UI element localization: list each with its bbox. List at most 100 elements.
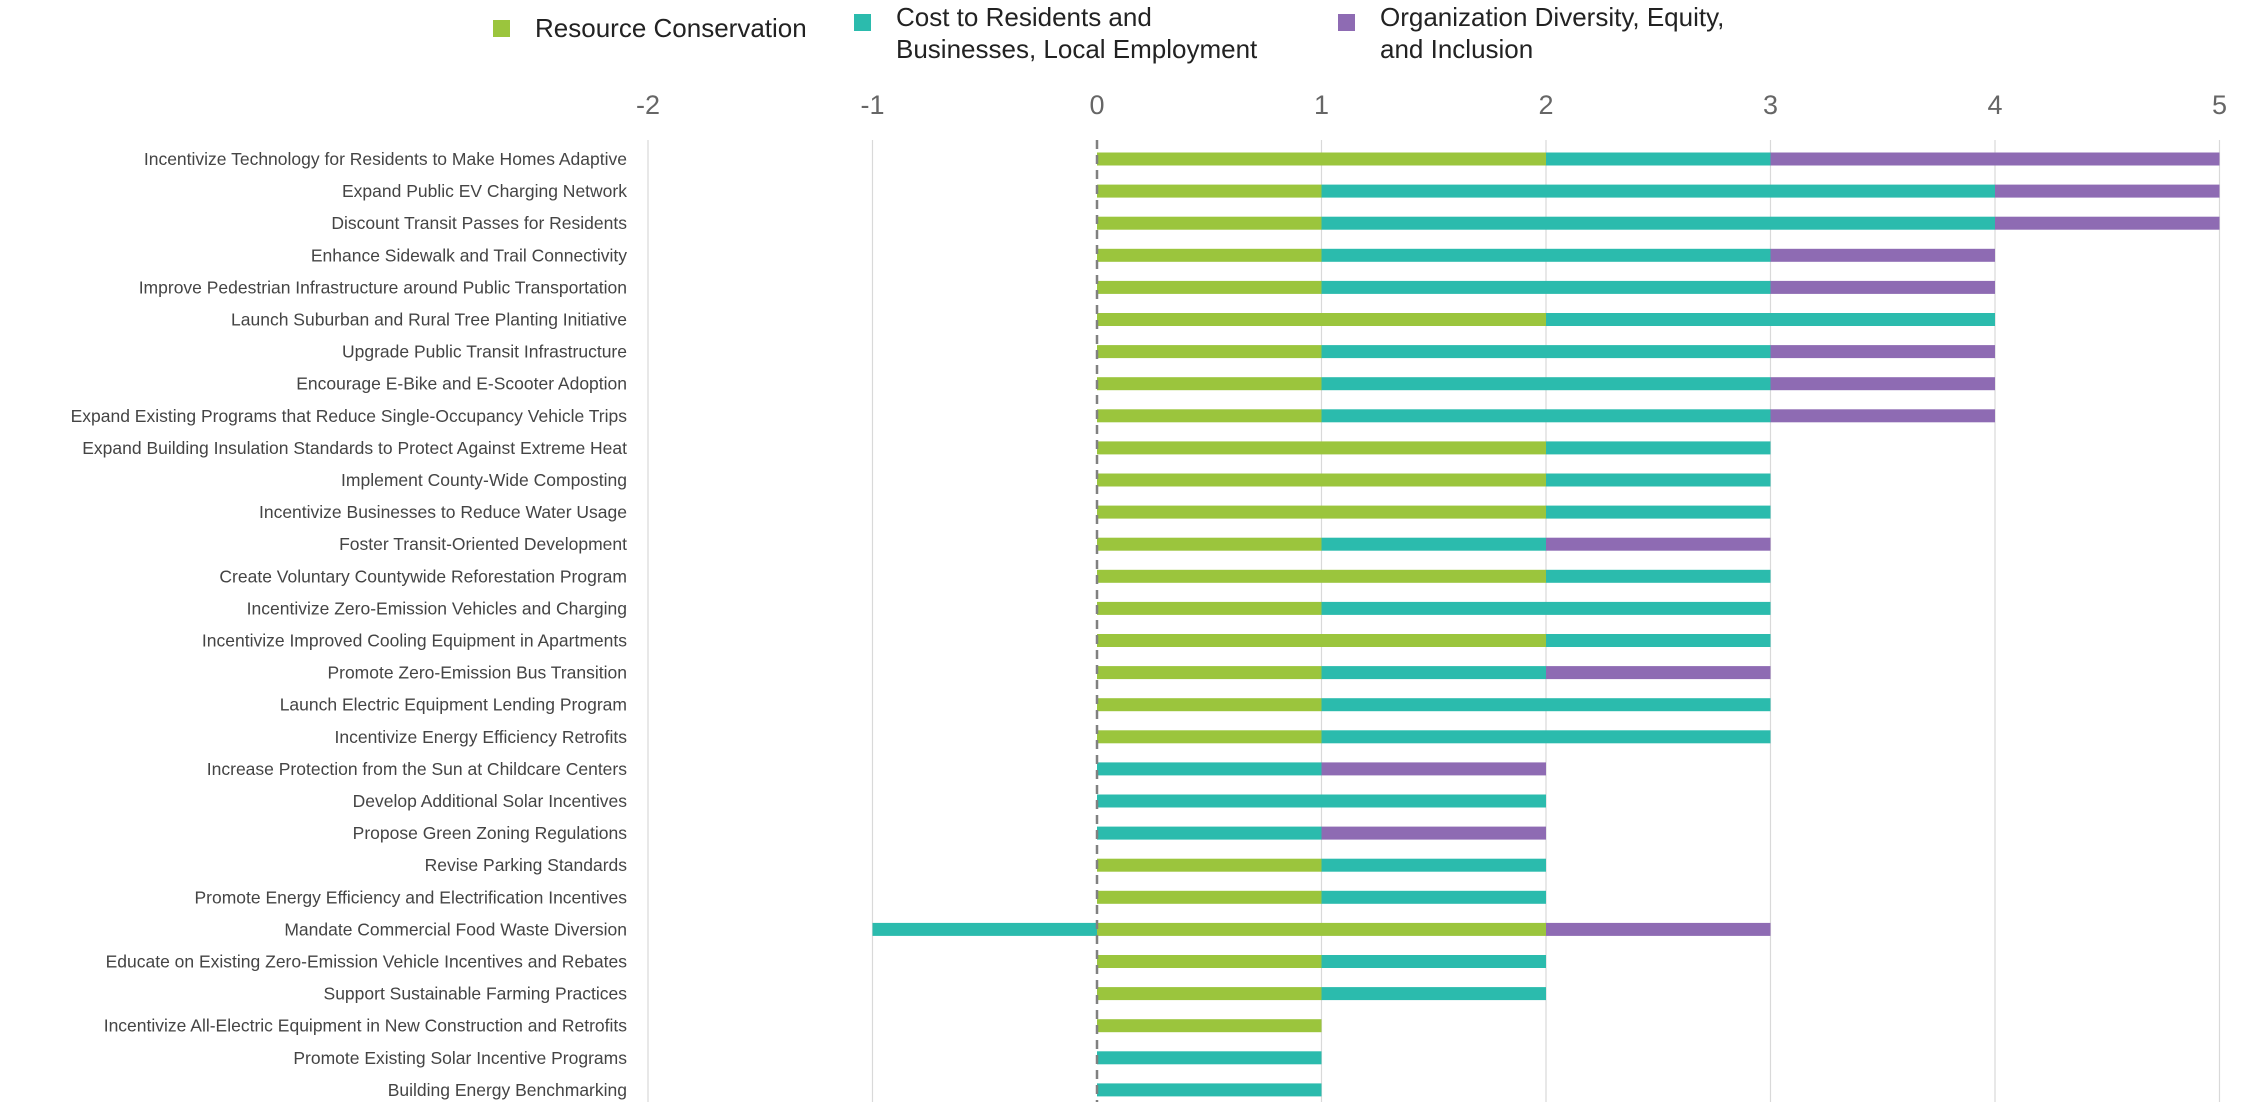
legend-label: Cost to Residents and	[896, 2, 1152, 32]
bar-segment	[1097, 152, 1546, 166]
bar-segment	[1321, 537, 1546, 551]
category-label: Incentivize Improved Cooling Equipment i…	[202, 631, 627, 651]
bar-segment	[1097, 634, 1546, 647]
bar-segment	[1321, 826, 1546, 840]
bar-segment	[1321, 858, 1546, 872]
bar-segment	[1097, 794, 1546, 808]
x-tick-label: 5	[2212, 90, 2227, 120]
category-label: Incentivize All-Electric Equipment in Ne…	[104, 1016, 628, 1036]
bar-segment	[1546, 634, 1771, 647]
bar-segment	[1097, 1019, 1322, 1033]
category-labels: Incentivize Technology for Residents to …	[71, 149, 628, 1100]
bar-segment	[1097, 313, 1546, 326]
bar-segment	[1321, 762, 1546, 776]
bar-segment	[1097, 473, 1546, 487]
category-label: Incentivize Businesses to Reduce Water U…	[259, 502, 627, 522]
bar-segment	[872, 922, 1097, 936]
category-label: Incentivize Technology for Residents to …	[144, 149, 627, 169]
category-label: Expand Building Insulation Standards to …	[82, 438, 627, 458]
bar-segment	[1770, 345, 1995, 359]
bar-segment	[1097, 184, 1322, 198]
bar-segment	[1546, 473, 1771, 487]
category-label: Promote Existing Solar Incentive Program…	[293, 1048, 627, 1068]
bar-segment	[1097, 922, 1546, 936]
category-label: Support Sustainable Farming Practices	[324, 984, 628, 1004]
bar-segment	[1321, 987, 1546, 1001]
bar-segment	[1097, 569, 1546, 583]
gridlines	[647, 140, 2221, 1102]
bar-segment	[1321, 955, 1546, 968]
category-label: Enhance Sidewalk and Trail Connectivity	[311, 245, 627, 265]
x-tick-label: 3	[1763, 90, 1778, 120]
category-label: Promote Zero-Emission Bus Transition	[327, 663, 627, 683]
bar-segment	[1770, 409, 1995, 423]
bar-segment	[1097, 505, 1546, 519]
x-tick-label: 2	[1538, 90, 1553, 120]
bar-segment	[1321, 216, 1995, 230]
bar-segment	[1546, 537, 1771, 551]
bar-segment	[1546, 505, 1771, 519]
category-label: Building Energy Benchmarking	[388, 1080, 627, 1100]
bar-segment	[1321, 377, 1771, 391]
legend-swatch	[493, 20, 510, 37]
bar-segment	[1321, 890, 1546, 904]
bar-segment	[1097, 698, 1322, 712]
bar-segment	[1321, 184, 1995, 198]
bar-segment	[1097, 730, 1322, 744]
bar-segment	[1097, 537, 1322, 551]
legend-swatch	[854, 14, 871, 31]
bar-segment	[1321, 666, 1546, 680]
category-label: Mandate Commercial Food Waste Diversion	[284, 919, 627, 939]
category-label: Implement County-Wide Composting	[341, 470, 627, 490]
bar-segment	[1546, 152, 1771, 166]
bar-segment	[1097, 377, 1322, 391]
bar-segment	[1546, 313, 1995, 326]
bar-segment	[1770, 152, 2220, 166]
bar-segment	[1770, 280, 1995, 294]
bar-segment	[1321, 248, 1771, 262]
bar-segments	[872, 152, 2220, 1097]
bar-segment	[1097, 666, 1322, 680]
chart-legend: Resource Conservation Cost to Residents a…	[493, 2, 1724, 64]
bar-segment	[1321, 345, 1771, 359]
bar-segment	[1995, 184, 2220, 198]
bar-segment	[1097, 858, 1322, 872]
category-label: Revise Parking Standards	[425, 855, 628, 875]
bar-segment	[1995, 216, 2220, 230]
bar-segment	[1321, 409, 1771, 423]
category-label: Encourage E-Bike and E-Scooter Adoption	[296, 374, 627, 394]
bar-segment	[1097, 280, 1322, 294]
bar-segment	[1321, 280, 1771, 294]
x-tick-label: -1	[860, 90, 884, 120]
bar-segment	[1770, 248, 1995, 262]
category-label: Upgrade Public Transit Infrastructure	[342, 342, 627, 362]
category-label: Expand Public EV Charging Network	[342, 181, 627, 201]
bar-segment	[1097, 216, 1322, 230]
bar-segment	[1546, 922, 1771, 936]
bar-segment	[1097, 890, 1322, 904]
category-label: Increase Protection from the Sun at Chil…	[207, 759, 627, 779]
legend-label: Resource Conservation	[535, 13, 807, 43]
category-label: Launch Suburban and Rural Tree Planting …	[231, 310, 627, 330]
bar-segment	[1097, 987, 1322, 1001]
category-label: Educate on Existing Zero-Emission Vehicl…	[106, 952, 628, 972]
category-label: Develop Additional Solar Incentives	[353, 791, 628, 811]
legend-label: and Inclusion	[1380, 34, 1533, 64]
category-label: Incentivize Zero-Emission Vehicles and C…	[247, 598, 627, 618]
x-tick-label: 0	[1089, 90, 1104, 120]
x-tick-label: 1	[1314, 90, 1329, 120]
legend-label: Organization Diversity, Equity,	[1380, 2, 1724, 32]
bar-segment	[1321, 730, 1771, 744]
bar-segment	[1097, 762, 1322, 776]
x-tick-label: -2	[636, 90, 660, 120]
bar-segment	[1321, 698, 1771, 712]
bar-segment	[1097, 248, 1322, 262]
category-label: Incentivize Energy Efficiency Retrofits	[335, 727, 628, 747]
bar-segment	[1097, 1051, 1322, 1065]
category-label: Discount Transit Passes for Residents	[331, 213, 627, 233]
legend-label: Businesses, Local Employment	[896, 34, 1258, 64]
bar-segment	[1097, 345, 1322, 359]
x-axis-tick-labels: -2 -1 0 1 2 3 4 5	[636, 90, 2227, 120]
x-tick-label: 4	[1987, 90, 2002, 120]
